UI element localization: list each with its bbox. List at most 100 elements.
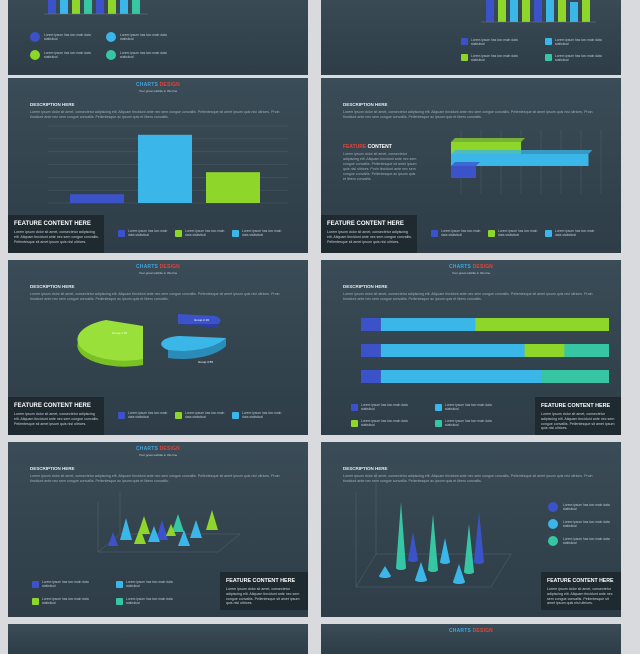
slide-header: CHARTS DESIGN bbox=[135, 82, 180, 88]
pie-label-1: Group 1 25 bbox=[112, 331, 128, 335]
feature-content-text: Lorem ipsum dolor sit amet, consectetur … bbox=[343, 152, 417, 181]
legend-text: Lorem ipsum has two main data statistica… bbox=[361, 419, 408, 428]
legend-swatch-cyan bbox=[545, 38, 552, 45]
legend-text: Lorem ipsum has two main data statistica… bbox=[555, 229, 595, 238]
legend-swatch-blue bbox=[461, 38, 468, 45]
legend-swatch-blue bbox=[118, 412, 125, 419]
slide-header: CHARTS DESIGN bbox=[448, 628, 493, 634]
feature-text: Lorem ipsum dolor sit amet, consectetur … bbox=[14, 412, 99, 426]
settings-icon bbox=[30, 50, 40, 60]
legend-text: Lorem ipsum has two main data statistica… bbox=[120, 33, 167, 42]
slide-subtitle: Your great subtitle in this line bbox=[138, 271, 178, 275]
globe-icon bbox=[548, 519, 558, 529]
pie-label-3: Group 3 55 bbox=[198, 360, 214, 364]
stack-segment bbox=[564, 344, 609, 357]
feature-title: FEATURE CONTENT HERE bbox=[547, 578, 614, 584]
legend-swatch-cyan bbox=[545, 230, 552, 237]
legend-text: Lorem ipsum has two main data statistica… bbox=[555, 54, 602, 63]
feature-text: Lorem ipsum dolor sit amet, consectetur … bbox=[547, 587, 613, 606]
legend-swatch-green bbox=[351, 420, 358, 427]
slide-10[interactable]: CHARTS DESIGN bbox=[321, 624, 621, 654]
feature-box: FEATURE CONTENT HERE Lorem ipsum dolor s… bbox=[321, 215, 417, 253]
legend-text: Lorem ipsum has two main data statistica… bbox=[185, 411, 225, 420]
legend-text: Lorem ipsum has two main data statistica… bbox=[128, 411, 168, 420]
slide-3[interactable]: CHARTS DESIGN Your great subtitle in thi… bbox=[8, 78, 308, 253]
legend-text: Lorem ipsum has two main data statistica… bbox=[44, 33, 91, 42]
stack-segment bbox=[475, 318, 609, 331]
legend-text: Lorem ipsum has two main data statistica… bbox=[126, 580, 173, 589]
bar-top bbox=[451, 162, 480, 166]
stack-segment bbox=[361, 318, 381, 331]
bar-top bbox=[451, 150, 593, 154]
legend-text: Lorem ipsum has two main data statistica… bbox=[471, 54, 518, 63]
description-text: Lorem ipsum dolor sit amet, consectetur … bbox=[343, 292, 593, 301]
legend-text: Lorem ipsum has two main data statistica… bbox=[120, 51, 167, 60]
slide-9[interactable] bbox=[8, 624, 308, 654]
description-title: DESCRIPTION HERE bbox=[30, 102, 75, 107]
legend-swatch-blue bbox=[351, 404, 358, 411]
legend-text: Lorem ipsum has two main data statistica… bbox=[555, 38, 602, 47]
bar-B bbox=[451, 154, 589, 166]
cone-chart-3d bbox=[355, 472, 512, 588]
feature-text: Lorem ipsum dolor sit amet, consectetur … bbox=[327, 230, 412, 244]
legend-text: Lorem ipsum has two main data statistica… bbox=[445, 403, 492, 412]
legend-swatch-teal bbox=[435, 420, 442, 427]
bar-B bbox=[138, 134, 192, 203]
legend-text: Lorem ipsum has two main data statistica… bbox=[126, 597, 173, 606]
slide-5[interactable]: CHARTS DESIGN Your great subtitle in thi… bbox=[8, 260, 308, 435]
legend-swatch-cyan bbox=[232, 230, 239, 237]
legend-swatch-cyan bbox=[116, 581, 123, 588]
feature-content-title: FEATURE CONTENT bbox=[343, 144, 392, 150]
legend-text: Lorem ipsum has two main data statistica… bbox=[185, 229, 225, 238]
feature-title: FEATURE CONTENT HERE bbox=[14, 221, 91, 227]
refresh-icon bbox=[548, 536, 558, 546]
stacked-bar-chart bbox=[361, 318, 609, 383]
description-title: DESCRIPTION HERE bbox=[343, 102, 388, 107]
legend-text: Lorem ipsum has two main data statistica… bbox=[441, 229, 481, 238]
slide-1[interactable]: Lorem ipsum has two main data statistica… bbox=[8, 0, 308, 75]
legend-swatch-green bbox=[32, 598, 39, 605]
legend-swatch-green bbox=[175, 230, 182, 237]
slide-2[interactable]: Lorem ipsum has two main data statistica… bbox=[321, 0, 621, 75]
globe-icon bbox=[106, 32, 116, 42]
legend-swatch-cyan bbox=[435, 404, 442, 411]
legend-text: Lorem ipsum has two main data statistica… bbox=[44, 51, 91, 60]
pie-label-2: Group 2 20 bbox=[194, 318, 210, 322]
description-text: Lorem ipsum dolor sit amet, consectetur … bbox=[343, 474, 593, 483]
feature-box: FEATURE CONTENT HERE Lorem ipsum dolor s… bbox=[8, 215, 104, 253]
description-text: Lorem ipsum dolor sit amet, consectetur … bbox=[30, 292, 280, 301]
vertical-bar-chart bbox=[48, 125, 288, 204]
slide-subtitle: Your great subtitle in this line bbox=[138, 453, 178, 457]
description-text: Lorem ipsum dolor sit amet, consectetur … bbox=[343, 110, 593, 119]
feature-title: FEATURE CONTENT HERE bbox=[327, 221, 404, 227]
legend-swatch-teal bbox=[545, 54, 552, 61]
description-title: DESCRIPTION HERE bbox=[343, 284, 388, 289]
stack-segment bbox=[361, 344, 381, 357]
slide-header: CHARTS DESIGN bbox=[135, 264, 180, 270]
legend-text: Lorem ipsum has two main data statistica… bbox=[128, 229, 168, 238]
feature-text: Lorem ipsum dolor sit amet, consectetur … bbox=[226, 587, 300, 606]
slide-7[interactable]: CHARTS DESIGN Your great subtitle in thi… bbox=[8, 442, 308, 617]
legend-swatch-cyan bbox=[232, 412, 239, 419]
legend-swatch-green bbox=[488, 230, 495, 237]
feature-box: FEATURE CONTENT HERE Lorem ipsum dolor s… bbox=[535, 397, 621, 435]
slide-subtitle: Your great subtitle in this line bbox=[451, 271, 491, 275]
slide-4[interactable]: DESCRIPTION HERE Lorem ipsum dolor sit a… bbox=[321, 78, 621, 253]
bar-C bbox=[206, 172, 260, 203]
legend-text: Lorem ipsum has two main data statistica… bbox=[242, 411, 282, 420]
legend-text: Lorem ipsum has two main data statistica… bbox=[563, 520, 610, 529]
legend-swatch-blue bbox=[118, 230, 125, 237]
legend-text: Lorem ipsum has two main data statistica… bbox=[42, 580, 89, 589]
legend-swatch-green bbox=[461, 54, 468, 61]
legend-text: Lorem ipsum has two main data statistica… bbox=[498, 229, 538, 238]
feature-box: FEATURE CONTENT HERE Lorem ipsum dolor s… bbox=[8, 397, 104, 435]
legend-text: Lorem ipsum has two main data statistica… bbox=[242, 229, 282, 238]
description-title: DESCRIPTION HERE bbox=[30, 466, 75, 471]
slide-6[interactable]: CHARTS DESIGN Your great subtitle in thi… bbox=[321, 260, 621, 435]
refresh-icon bbox=[106, 50, 116, 60]
slide-8[interactable]: DESCRIPTION HERE Lorem ipsum dolor sit a… bbox=[321, 442, 621, 617]
slide-header: CHARTS DESIGN bbox=[135, 446, 180, 452]
bar-A bbox=[70, 194, 124, 203]
users-icon bbox=[548, 502, 558, 512]
legend-swatch-teal bbox=[116, 598, 123, 605]
